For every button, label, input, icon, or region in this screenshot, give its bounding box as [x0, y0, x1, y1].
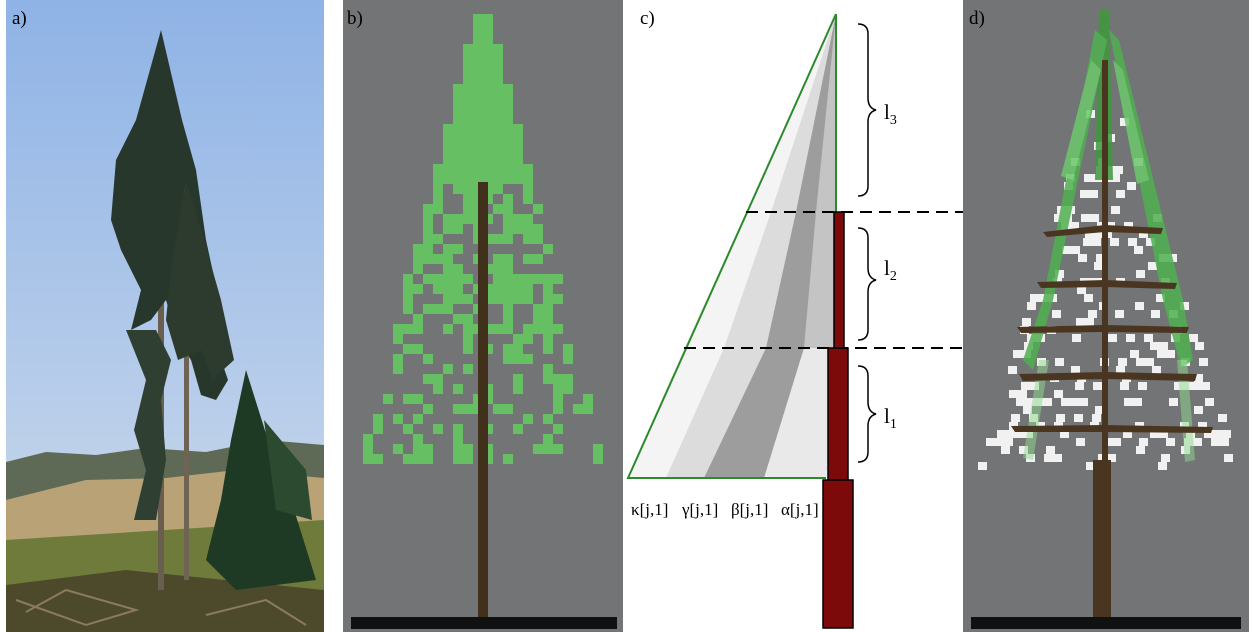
param-alpha: α[j,1]: [781, 500, 819, 519]
panel-b-voxel-tree: b): [343, 0, 623, 632]
young-spruce: [206, 370, 316, 590]
segment-1-fans: [628, 348, 836, 478]
spruce-photo-image: [6, 0, 324, 632]
panel-a-photo: a): [6, 0, 324, 632]
panel-d-label: d): [969, 8, 985, 29]
trunk-and-branches: [1011, 60, 1213, 618]
segment-label-l2: l2: [884, 256, 897, 285]
second-spruce: [166, 180, 234, 580]
panel-b-label: b): [347, 8, 363, 29]
trunk: [478, 182, 488, 618]
segment-2-fans: [684, 212, 836, 348]
segment-label-l3: l3: [884, 100, 897, 129]
panel-d-render: d): [963, 0, 1249, 632]
panel-c-model: c) l3 l2 l1 κ[j,1] γ[j,1] β[j,1] α[j,1]: [626, 0, 966, 632]
ground-bar: [971, 617, 1241, 629]
panel-c-label: c): [640, 8, 655, 29]
param-gamma: γ[j,1]: [682, 500, 719, 519]
param-beta: β[j,1]: [731, 500, 769, 519]
param-kappa: κ[j,1]: [631, 500, 669, 519]
segment-braces: [857, 23, 877, 463]
voxel-tree-diagram: [343, 0, 623, 632]
crown-outline: [626, 13, 837, 479]
green-streaks: [1023, 10, 1195, 462]
crown-model-diagram: [626, 13, 966, 629]
segment-label-l1: l1: [884, 404, 897, 433]
rendered-tree-diagram: [963, 0, 1249, 632]
stem: [822, 211, 854, 629]
panel-a-label: a): [12, 8, 27, 29]
ground-bar: [351, 617, 617, 629]
